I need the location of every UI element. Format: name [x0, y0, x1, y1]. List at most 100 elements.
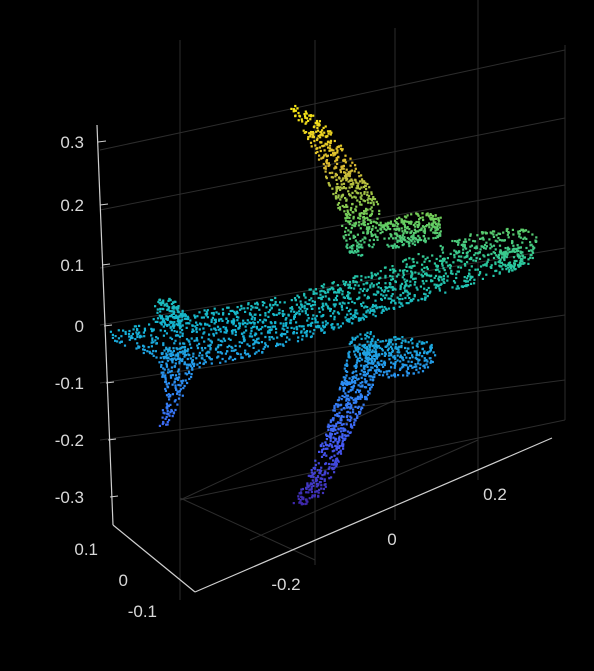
point — [383, 237, 386, 240]
point — [266, 331, 270, 334]
point — [200, 336, 204, 339]
point — [516, 253, 519, 256]
point — [351, 336, 354, 339]
point — [334, 403, 338, 406]
point — [210, 328, 213, 331]
point — [242, 335, 245, 338]
point — [333, 424, 336, 427]
point — [337, 398, 340, 402]
point — [408, 245, 411, 248]
point — [521, 258, 524, 261]
point — [127, 332, 131, 336]
point — [333, 318, 336, 321]
point — [162, 299, 165, 302]
point — [177, 397, 181, 400]
point — [463, 279, 466, 282]
point — [339, 450, 342, 453]
point — [384, 289, 387, 292]
point — [347, 229, 350, 232]
point — [171, 351, 174, 354]
point — [349, 423, 353, 426]
point — [389, 341, 392, 344]
point — [333, 427, 336, 430]
point — [519, 246, 522, 249]
point — [321, 474, 324, 477]
point — [114, 339, 117, 342]
point — [449, 252, 452, 255]
point — [311, 496, 314, 499]
point — [434, 221, 437, 224]
point — [210, 318, 213, 321]
point — [373, 346, 376, 349]
point — [334, 459, 337, 462]
point — [188, 340, 191, 343]
point — [395, 237, 398, 240]
point — [413, 350, 416, 353]
point — [350, 206, 353, 210]
point — [172, 307, 175, 310]
point — [422, 235, 425, 238]
point — [179, 359, 182, 362]
point — [177, 305, 180, 308]
point — [393, 307, 396, 310]
point — [359, 192, 362, 195]
point — [425, 358, 428, 362]
point — [203, 309, 206, 312]
point — [443, 269, 446, 272]
point — [175, 388, 178, 391]
point — [519, 260, 522, 263]
point — [160, 371, 163, 374]
point — [399, 284, 402, 287]
point — [305, 112, 308, 115]
point — [169, 358, 172, 361]
point — [365, 353, 368, 356]
point — [511, 269, 514, 272]
point — [405, 263, 408, 266]
point — [182, 387, 185, 390]
point — [350, 379, 354, 382]
point — [399, 287, 402, 291]
point — [319, 472, 322, 475]
point — [246, 307, 249, 310]
point — [456, 285, 459, 288]
point — [183, 384, 186, 388]
point — [182, 314, 186, 317]
point — [302, 325, 305, 328]
point — [391, 268, 394, 271]
point — [360, 254, 363, 257]
point — [354, 405, 357, 408]
point — [332, 441, 335, 444]
point — [279, 301, 282, 304]
point — [390, 235, 393, 238]
point — [289, 322, 292, 325]
point — [304, 115, 307, 118]
point — [391, 277, 395, 281]
point — [310, 145, 313, 148]
point — [167, 315, 170, 318]
point — [464, 238, 467, 241]
point — [469, 234, 472, 237]
point — [136, 342, 139, 345]
point — [190, 346, 193, 349]
point — [367, 361, 370, 364]
point — [166, 385, 169, 388]
point — [372, 238, 375, 241]
point — [336, 146, 339, 149]
point — [214, 320, 217, 323]
point — [320, 306, 324, 309]
point — [408, 237, 411, 240]
point — [332, 436, 335, 439]
point — [353, 375, 356, 378]
point — [135, 331, 138, 334]
point — [367, 359, 370, 362]
point — [347, 212, 350, 215]
point — [181, 318, 184, 321]
point — [318, 146, 321, 149]
point — [396, 227, 399, 231]
point — [213, 322, 216, 325]
point — [425, 274, 428, 277]
point — [235, 310, 239, 313]
point — [205, 314, 208, 317]
point — [345, 394, 348, 397]
point — [354, 412, 357, 416]
